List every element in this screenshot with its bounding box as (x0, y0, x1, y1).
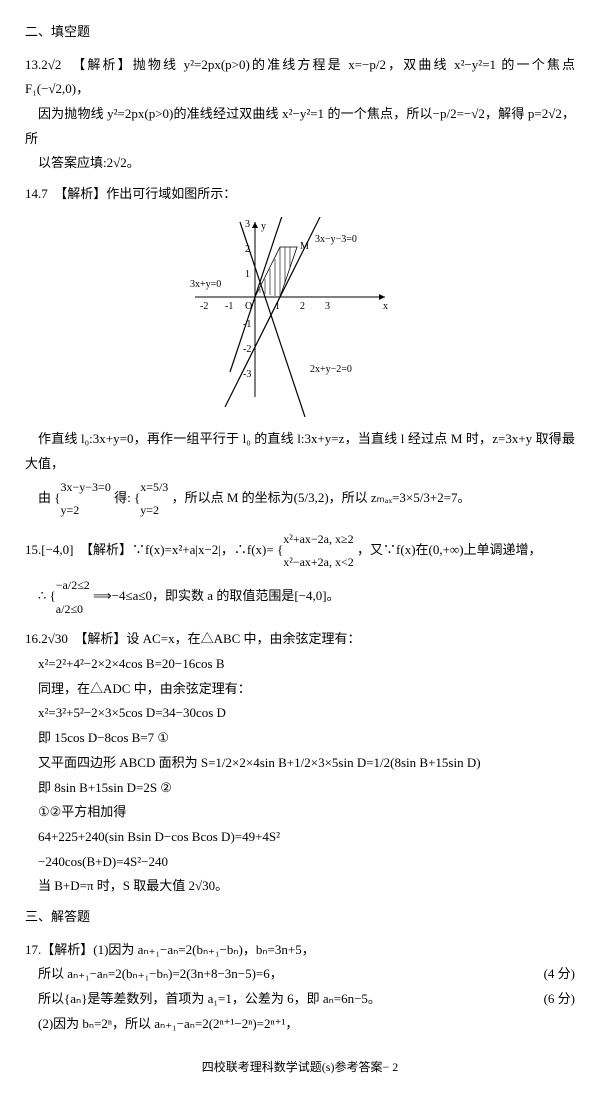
q13-l3: 以答案应填:2√2。 (25, 155, 140, 170)
q16-l2: x²=2²+4²−2×2×4cos B=20−16cos B (25, 656, 225, 671)
line2-label: 3x+y=0 (190, 279, 221, 290)
q15-ans: [−4,0] (41, 542, 73, 557)
q13-tag: 【解析】 (79, 57, 133, 72)
q17-l3: 所以{aₙ}是等差数列，首项为 a₁=1，公差为 6，即 aₙ=6n−5。 (25, 991, 381, 1006)
q15-l2a: ∴ (38, 588, 46, 603)
q16-l1: 设 AC=x，在△ABC 中，由余弦定理有： (126, 631, 360, 646)
svg-text:2: 2 (300, 301, 305, 312)
q15-c2: a/2≤0 (56, 602, 83, 616)
q14-sol1: x=5/3 (140, 480, 168, 494)
q16-l11: 当 B+D=π 时，S 取最大值 2√30。 (25, 878, 228, 893)
x-axis-label: x (383, 301, 388, 312)
line1-label: 3x−y−3=0 (315, 234, 357, 245)
q14-l3c: ，所以点 M 的坐标为(5/3,2)，所以 zₘₐₓ=3×5/3+2=7。 (172, 490, 471, 505)
q13: 13.2√2 【解析】抛物线 y²=2px(p>0)的准线方程是 x=−p/2，… (25, 53, 575, 176)
q14-sys2: y=2 (61, 503, 80, 517)
q17-s3: (6 分) (544, 987, 575, 1012)
q16-l6: 又平面四边形 ABCD 面积为 S=1/2×2×4sin B+1/2×3×5si… (25, 755, 481, 770)
svg-text:3: 3 (245, 219, 250, 230)
q14-tag: 【解析】 (61, 186, 107, 201)
q16-l7: 即 8sin B+15sin D=2S ② (25, 780, 172, 795)
feasible-region-graph: x y O 123 -1-2 123 -1-2-3 3x−y−3=0 3x+y=… (185, 217, 415, 417)
q13-ans: 2√2 (41, 57, 61, 72)
svg-text:-2: -2 (243, 344, 251, 355)
q14-l2: 作直线 l₀:3x+y=0，再作一组平行于 l₀ 的直线 l:3x+y=z，当直… (25, 431, 575, 471)
q16-l3: 同理，在△ADC 中，由余弦定理有： (25, 681, 251, 696)
point-m-label: M (300, 241, 309, 252)
q17-num: 17. (25, 942, 41, 957)
q15-tag: 【解析】 (87, 542, 133, 557)
q16-l8: ①②平方相加得 (25, 804, 126, 819)
q14-l3: 由 {3x−y−3=0y=2 得: {x=5/3y=2 ，所以点 M 的坐标为(… (25, 490, 471, 505)
section-3-title: 三、解答题 (25, 905, 575, 930)
q17-tag: 【解析】 (41, 942, 93, 957)
q14-num: 14. (25, 186, 41, 201)
svg-text:3: 3 (325, 301, 330, 312)
q16-ans: 2√30 (41, 631, 68, 646)
page-footer: 四校联考理科数学试题(s)参考答案− 2 (25, 1056, 575, 1079)
q16: 16.2√30 【解析】设 AC=x，在△ABC 中，由余弦定理有： x²=2²… (25, 627, 575, 899)
q15-l1: ∵f(x)=x²+a|x−2|，∴f(x)= (132, 542, 274, 557)
q16-num: 16. (25, 631, 41, 646)
q13-l2: 因为抛物线 y²=2px(p>0)的准线经过双曲线 x²−y²=1 的一个焦点，… (25, 106, 575, 146)
line3-label: 2x+y−2=0 (310, 364, 352, 375)
svg-text:1: 1 (245, 269, 250, 280)
section-2-title: 二、填空题 (25, 20, 575, 45)
q14-l3a: 由 (38, 490, 51, 505)
q15-l2: ∴ {−a/2≤2a/2≤0 ⟹−4≤a≤0，即实数 a 的取值范围是[−4,0… (25, 588, 340, 603)
q14-sys1: 3x−y−3=0 (61, 480, 111, 494)
y-axis-label: y (261, 221, 266, 232)
q15-num: 15. (25, 542, 41, 557)
q15: 15.[−4,0] 【解析】∵f(x)=x²+a|x−2|，∴f(x)= {x²… (25, 528, 575, 622)
q14: 14.7 【解析】作出可行域如图所示： x y O 123 -1-2 123 -… (25, 182, 575, 522)
q17: 17.【解析】(1)因为 aₙ₊₁−aₙ=2(bₙ₊₁−bₙ)，bₙ=3n+5，… (25, 938, 575, 1037)
svg-text:-2: -2 (200, 301, 208, 312)
q14-l3b: 得: (114, 490, 131, 505)
svg-text:-1: -1 (225, 301, 233, 312)
q17-p2: (2)因为 bₙ=2ⁿ，所以 aₙ₊₁−aₙ=2(2ⁿ⁺¹−2ⁿ)=2ⁿ⁺¹， (25, 1016, 298, 1031)
q17-l2: 所以 aₙ₊₁−aₙ=2(bₙ₊₁−bₙ)=2(3n+8−3n−5)=6， (25, 966, 283, 981)
q16-tag: 【解析】 (81, 631, 127, 646)
q14-sol2: y=2 (140, 503, 159, 517)
q17-p1: (1)因为 aₙ₊₁−aₙ=2(bₙ₊₁−bₙ)，bₙ=3n+5， (93, 942, 314, 957)
q17-s2: (4 分) (544, 962, 575, 987)
q15-l1e: ，又∵f(x)在(0,+∞)上单调递增， (357, 542, 542, 557)
q16-l10: −240cos(B+D)=4S²−240 (25, 854, 168, 869)
q15-p2: x²−ax+2a, x<2 (283, 555, 354, 569)
q16-l4: x²=3²+5²−2×3×5cos D=34−30cos D (25, 705, 226, 720)
q15-l2b: ⟹−4≤a≤0，即实数 a 的取值范围是[−4,0]。 (93, 588, 340, 603)
q16-l9: 64+225+240(sin Bsin D−cos Bcos D)=49+4S² (25, 829, 280, 844)
q15-c1: −a/2≤2 (56, 578, 90, 592)
q16-l5: 即 15cos D−8cos B=7 ① (25, 730, 169, 745)
q13-num: 13. (25, 57, 41, 72)
svg-text:-3: -3 (243, 369, 251, 380)
q14-t1: 作出可行域如图所示： (106, 186, 236, 201)
q14-ans: 7 (41, 186, 48, 201)
q15-p1: x²+ax−2a, x≥2 (283, 532, 353, 546)
